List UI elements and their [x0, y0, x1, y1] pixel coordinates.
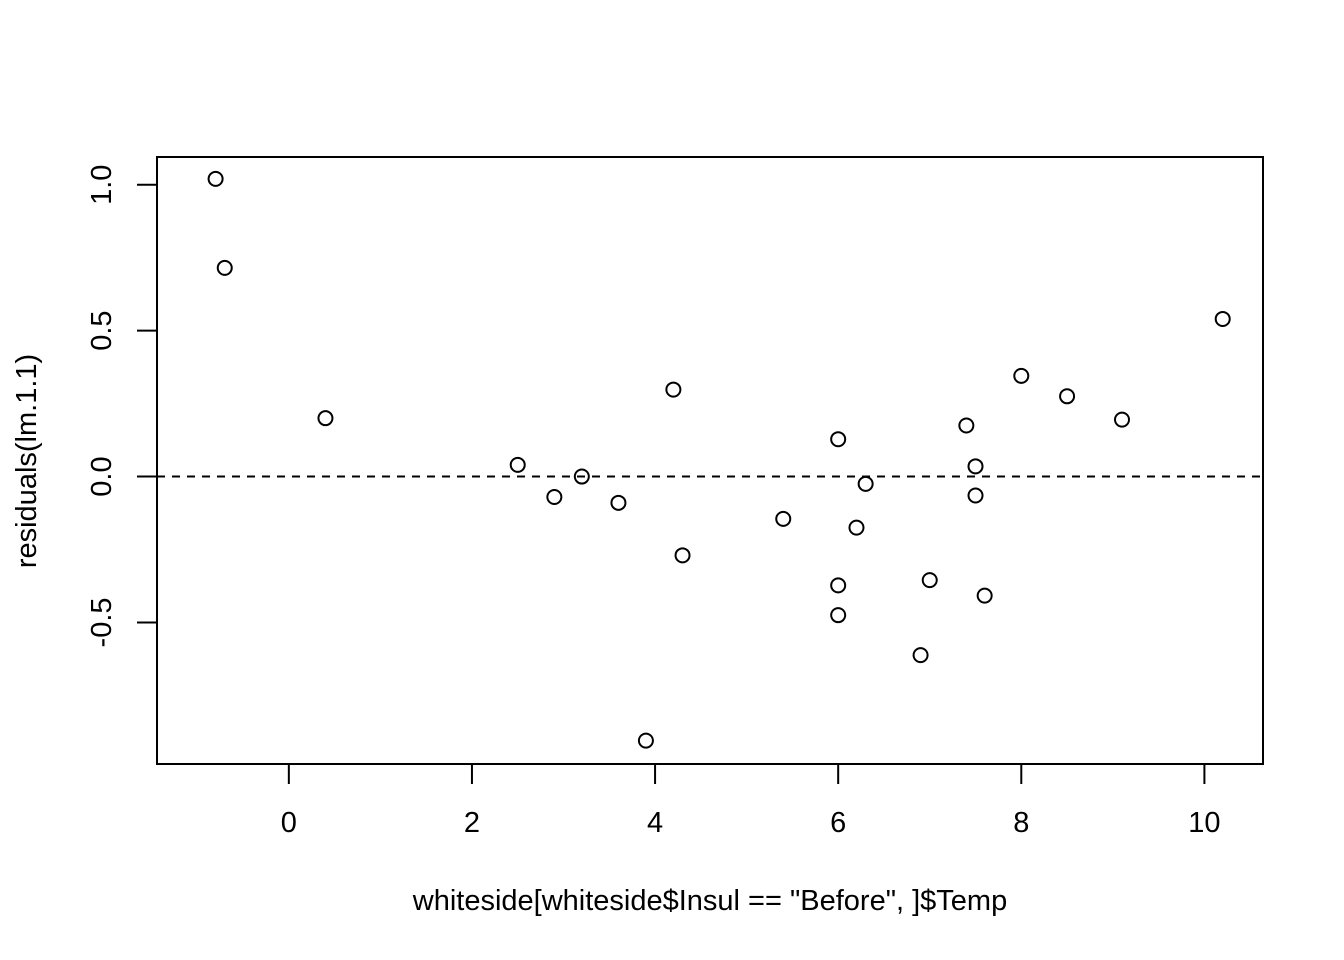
x-axis: 0 2 4 6 8 10: [281, 763, 1221, 839]
data-point: [509, 456, 526, 473]
data-point: [665, 381, 682, 398]
data-point: [216, 259, 233, 276]
x-tick-label: 0: [281, 807, 297, 839]
data-point: [1059, 388, 1076, 405]
plot-frame: [156, 156, 1264, 765]
x-tick-label: 4: [647, 807, 663, 839]
y-axis-title: residuals(lm.1.1): [11, 354, 43, 568]
data-point: [637, 732, 654, 749]
data-point: [967, 458, 984, 475]
x-tick-label: 8: [1013, 807, 1029, 839]
data-point: [775, 510, 792, 527]
y-tick-label: 0.0: [86, 456, 118, 496]
data-point: [830, 577, 847, 594]
data-point: [830, 431, 847, 448]
data-point: [207, 170, 224, 187]
data-point: [1214, 310, 1231, 327]
data-point: [1114, 411, 1131, 428]
x-axis-title: whiteside[whiteside$Insul == "Before", ]…: [412, 885, 1007, 917]
data-point: [573, 468, 590, 485]
y-tick-label: 1.0: [86, 165, 118, 205]
data-point: [848, 519, 865, 536]
data-point: [674, 547, 691, 564]
data-point: [976, 587, 993, 604]
data-point: [830, 607, 847, 624]
data-points: [207, 170, 1231, 749]
data-point: [546, 488, 563, 505]
data-point: [958, 417, 975, 434]
y-tick-label: 0.5: [86, 310, 118, 350]
x-tick-label: 6: [830, 807, 846, 839]
data-point: [610, 494, 627, 511]
y-tick-label: -0.5: [86, 597, 118, 647]
data-point: [921, 572, 938, 589]
data-point: [1013, 367, 1030, 384]
x-tick-label: 10: [1188, 807, 1220, 839]
data-point: [967, 487, 984, 504]
data-point: [857, 475, 874, 492]
data-point: [912, 647, 929, 664]
data-point: [317, 410, 334, 427]
x-tick-label: 2: [464, 807, 480, 839]
y-axis: -0.5 0.0 0.5 1.0: [86, 165, 158, 647]
